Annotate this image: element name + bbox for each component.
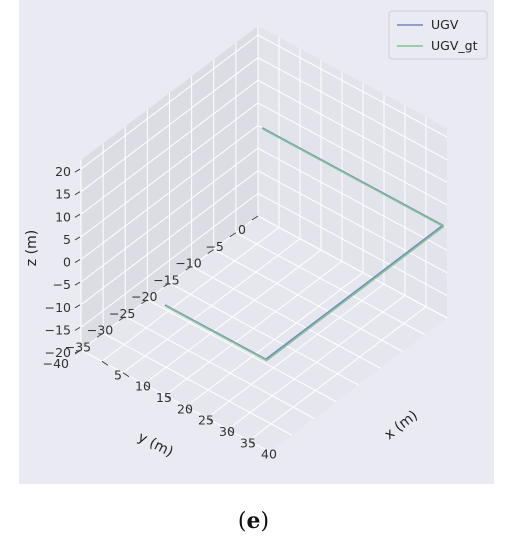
series-group <box>164 127 445 362</box>
y-tick-label: −10 <box>175 256 201 271</box>
z-tick-mark <box>74 281 81 286</box>
grid-line-z-left <box>80 102 259 238</box>
y-tick-label: −25 <box>109 306 135 321</box>
x-axis-label: x (m) <box>382 408 421 444</box>
grid-line-y-floor <box>213 249 403 352</box>
grid-line-y-floor <box>80 349 271 453</box>
x-tick-label: 10 <box>135 379 151 394</box>
grid-line-y-floor <box>102 332 293 436</box>
y-tick-mark <box>118 316 126 321</box>
caption-close: ) <box>260 509 270 534</box>
x-tick-label: 20 <box>177 401 193 416</box>
z-tick-label: 10 <box>55 209 71 224</box>
y-tick-label: −15 <box>153 272 179 287</box>
grid-line-z-back <box>257 57 448 161</box>
grid-line-z-left <box>80 125 259 260</box>
grid-line-z-back <box>257 34 448 138</box>
grid-line-y-floor <box>169 282 359 386</box>
series-line-ugv-gt <box>165 128 445 362</box>
grid-group <box>80 26 448 453</box>
y-tick-mark <box>74 349 82 355</box>
x-tick-label: 35 <box>240 435 256 450</box>
x-tick-mark <box>164 394 172 400</box>
y-tick-label: 0 <box>238 222 246 237</box>
chart-3d: 20151050−5−10−15−200−5−10−15−20−25−30−35… <box>24 10 488 462</box>
x-tick-mark <box>101 360 109 366</box>
grid-line-z-left <box>80 147 259 283</box>
grid-line-z-back <box>257 79 448 183</box>
z-tick-label: 5 <box>63 232 71 247</box>
tick-group: 20151050−5−10−15−200−5−10−15−20−25−30−35… <box>43 164 277 462</box>
z-tick-label: −20 <box>45 345 71 360</box>
x-tick-mark <box>143 383 151 389</box>
x-tick-mark <box>227 428 235 434</box>
grid-line-z-back <box>257 170 448 274</box>
z-tick-label: 15 <box>55 187 71 202</box>
z-tick-label: 0 <box>63 255 71 270</box>
x-tick-mark <box>185 406 193 412</box>
x-tick-label: 5 <box>114 367 122 382</box>
z-tick-mark <box>74 236 81 241</box>
x-tick-label: 15 <box>156 390 172 405</box>
z-axis-label: z (m) <box>24 230 40 266</box>
figure-caption: (e) <box>0 508 507 534</box>
y-tick-label: −30 <box>87 323 113 338</box>
x-tick-label: 30 <box>219 424 235 439</box>
grid-line-z-left <box>80 34 259 170</box>
z-tick-mark <box>74 326 81 331</box>
y-tick-label: −35 <box>65 339 91 354</box>
legend: UGV UGV_gt <box>388 10 488 60</box>
z-tick-mark <box>74 349 81 354</box>
x-tick-label: 25 <box>198 413 214 428</box>
grid-line-z-back <box>257 215 448 319</box>
y-tick-mark <box>163 282 170 288</box>
caption-open: ( <box>237 509 247 534</box>
y-tick-mark <box>229 232 237 238</box>
grid-line-z-left <box>80 79 259 215</box>
y-tick-mark <box>96 332 104 338</box>
legend-label-ugv-gt: UGV_gt <box>431 38 478 53</box>
grid-line-z-back <box>257 147 448 251</box>
grid-line-z-left <box>80 170 259 306</box>
y-tick-label: −5 <box>205 239 223 254</box>
grid-line-z-back <box>257 192 448 296</box>
grid-line-y-floor <box>235 232 426 336</box>
x-tick-label: 40 <box>261 447 277 462</box>
caption-letter: e <box>246 508 261 534</box>
grid-line-z-left <box>80 57 259 193</box>
grid-line-y-floor <box>191 265 381 369</box>
y-tick-label: −20 <box>131 289 157 304</box>
grid-line-z-back <box>257 102 448 206</box>
z-tick-mark <box>74 304 81 309</box>
z-tick-label: −5 <box>53 277 71 292</box>
y-tick-mark <box>207 249 215 254</box>
z-tick-mark <box>74 191 81 196</box>
z-tick-mark <box>74 259 81 263</box>
y-tick-mark <box>185 265 192 271</box>
grid-line-z-left <box>80 192 259 328</box>
y-tick-mark <box>141 299 148 305</box>
z-tick-mark <box>74 213 81 218</box>
y-axis-label: y (m) <box>135 429 175 460</box>
legend-box <box>388 10 488 60</box>
z-tick-label: 20 <box>55 164 71 179</box>
grid-line-y-floor <box>125 316 315 419</box>
z-tick-label: −15 <box>45 322 71 337</box>
pane-back <box>258 26 447 318</box>
x-tick-mark <box>122 372 130 378</box>
z-tick-label: −10 <box>45 300 71 315</box>
x-tick-mark <box>206 417 214 423</box>
grid-line-y-floor <box>147 299 337 403</box>
y-tick-mark <box>251 215 259 221</box>
y-tick-label: −40 <box>43 356 69 371</box>
x-tick-mark <box>248 440 256 446</box>
legend-label-ugv: UGV <box>431 17 459 32</box>
z-tick-mark <box>74 168 81 173</box>
